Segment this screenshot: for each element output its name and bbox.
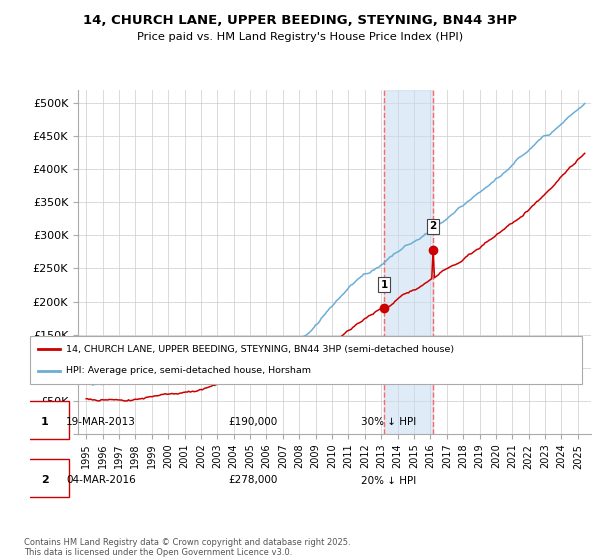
Text: 2: 2 [430, 221, 437, 231]
Text: 19-MAR-2013: 19-MAR-2013 [66, 417, 136, 427]
FancyBboxPatch shape [22, 459, 68, 497]
Text: Contains HM Land Registry data © Crown copyright and database right 2025.
This d: Contains HM Land Registry data © Crown c… [24, 538, 350, 557]
Text: 1: 1 [41, 417, 49, 427]
Text: 30% ↓ HPI: 30% ↓ HPI [361, 417, 416, 427]
Text: Price paid vs. HM Land Registry's House Price Index (HPI): Price paid vs. HM Land Registry's House … [137, 32, 463, 43]
Text: £278,000: £278,000 [229, 475, 278, 486]
Text: 14, CHURCH LANE, UPPER BEEDING, STEYNING, BN44 3HP (semi-detached house): 14, CHURCH LANE, UPPER BEEDING, STEYNING… [66, 345, 454, 354]
FancyBboxPatch shape [22, 401, 68, 439]
Text: 20% ↓ HPI: 20% ↓ HPI [361, 475, 416, 486]
Text: 14, CHURCH LANE, UPPER BEEDING, STEYNING, BN44 3HP: 14, CHURCH LANE, UPPER BEEDING, STEYNING… [83, 14, 517, 27]
Text: 2: 2 [41, 475, 49, 486]
Bar [384, 90, 433, 434]
Text: HPI: Average price, semi-detached house, Horsham: HPI: Average price, semi-detached house,… [66, 366, 311, 375]
Text: 1: 1 [380, 279, 388, 290]
Text: £190,000: £190,000 [229, 417, 278, 427]
FancyBboxPatch shape [30, 336, 582, 384]
Text: 04-MAR-2016: 04-MAR-2016 [66, 475, 136, 486]
